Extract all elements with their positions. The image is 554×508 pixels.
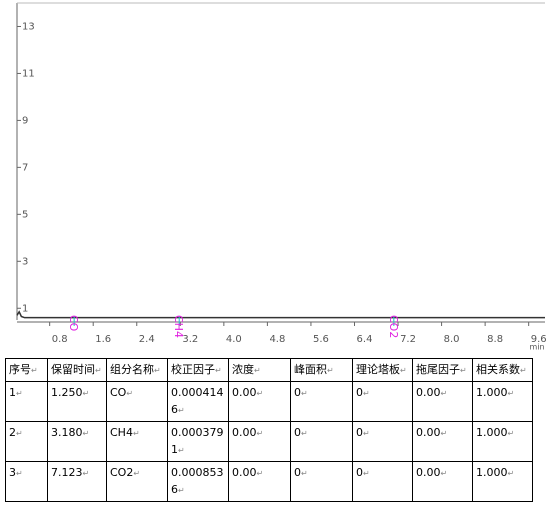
- x-tick-label: 9.6: [531, 334, 547, 345]
- table-cell: 0.00: [228, 461, 291, 502]
- table-cell: 1.000: [472, 461, 533, 502]
- table-cell: 0.00: [228, 381, 291, 422]
- table-cell: CH4: [106, 421, 168, 462]
- table-cell: 序号: [5, 358, 48, 382]
- y-tick-label: 1: [22, 303, 28, 314]
- table-cell: 0: [352, 381, 413, 422]
- x-tick-label: 6.4: [357, 334, 373, 345]
- table-cell: 1: [5, 381, 48, 422]
- table-cell: 浓度: [228, 358, 291, 382]
- table-cell: 0.00: [412, 461, 473, 502]
- x-tick-label: 8.8: [487, 334, 503, 345]
- table-cell: 组分名称: [106, 358, 168, 382]
- y-tick-label: 9: [22, 115, 28, 126]
- results-table: 序号保留时间组分名称校正因子浓度峰面积理论塔板拖尾因子相关系数11.250CO0…: [5, 358, 533, 502]
- table-cell: 3.180: [47, 421, 107, 462]
- table-cell: 1.000: [472, 421, 533, 462]
- x-tick-label: 3.2: [182, 334, 198, 345]
- table-row: 37.123CO20.00085360.00000.001.000: [5, 461, 533, 502]
- table-cell: 0.00: [412, 421, 473, 462]
- x-tick-label: 5.6: [313, 334, 329, 345]
- table-cell: 峰面积: [290, 358, 353, 382]
- x-tick-label: 4.8: [269, 334, 285, 345]
- table-cell: 1.250: [47, 381, 107, 422]
- table-row: 11.250CO0.00041460.00000.001.000: [5, 381, 533, 422]
- peak-label: CO: [67, 315, 80, 332]
- table-cell: 保留时间: [47, 358, 107, 382]
- peak-label: CH4: [172, 315, 185, 338]
- table-row: 序号保留时间组分名称校正因子浓度峰面积理论塔板拖尾因子相关系数: [5, 358, 533, 382]
- y-tick-label: 13: [22, 21, 35, 32]
- table-cell: 0: [290, 381, 353, 422]
- x-tick-label: 0.8: [52, 334, 68, 345]
- table-cell: 0.00: [412, 381, 473, 422]
- table-cell: 0: [352, 421, 413, 462]
- table-cell: 0.0008536: [167, 461, 229, 502]
- table-cell: 3: [5, 461, 48, 502]
- table-cell: CO: [106, 381, 168, 422]
- x-tick-label: 4.0: [226, 334, 242, 345]
- table-cell: 7.123: [47, 461, 107, 502]
- table-cell: 0.0003791: [167, 421, 229, 462]
- y-tick-label: 3: [22, 256, 28, 267]
- table-cell: 0.0004146: [167, 381, 229, 422]
- x-tick-label: 2.4: [139, 334, 155, 345]
- table-cell: 拖尾因子: [412, 358, 473, 382]
- peak-label: CO2: [387, 315, 400, 338]
- y-tick-label: 11: [22, 68, 35, 79]
- x-tick-label: 1.6: [95, 334, 111, 345]
- table-cell: 0: [290, 421, 353, 462]
- trace: [16, 310, 545, 319]
- y-tick-label: 5: [22, 209, 28, 220]
- x-tick-label: 7.2: [400, 334, 416, 345]
- y-tick-label: 7: [22, 162, 28, 173]
- table-cell: 0.00: [228, 421, 291, 462]
- x-tick-label: 8.0: [444, 334, 460, 345]
- table-row: 23.180CH40.00037910.00000.001.000: [5, 421, 533, 462]
- table-cell: 2: [5, 421, 48, 462]
- table-cell: 校正因子: [167, 358, 229, 382]
- table-cell: CO2: [106, 461, 168, 502]
- table-cell: 0: [352, 461, 413, 502]
- table-cell: 0: [290, 461, 353, 502]
- x-axis-label: min: [529, 343, 544, 352]
- table-cell: 理论塔板: [352, 358, 413, 382]
- table-cell: 1.000: [472, 381, 533, 422]
- table-cell: 相关系数: [472, 358, 533, 382]
